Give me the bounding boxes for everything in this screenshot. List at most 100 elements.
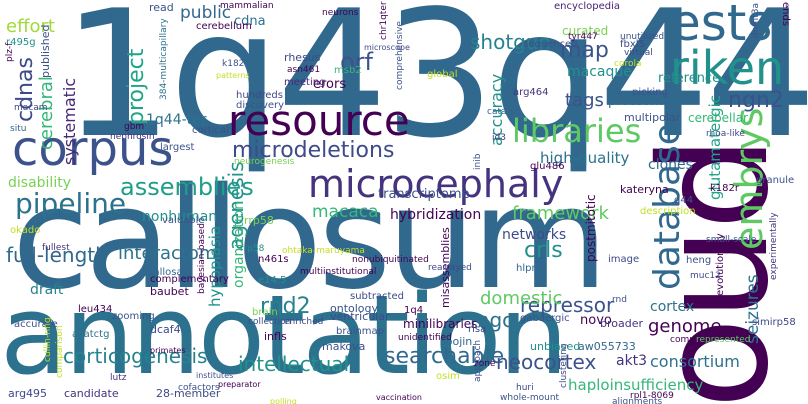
word-consortium: consortium xyxy=(650,352,740,371)
word-valuable: valuable xyxy=(162,215,205,226)
word-project: project xyxy=(124,48,149,125)
word-systematic: systematic xyxy=(60,77,79,165)
word-postmitotic: postmitotic xyxy=(584,194,598,262)
word-dcaf4: dcaf4 xyxy=(150,323,181,336)
word-largest: largest xyxy=(160,142,195,153)
word-rpl1806: rpl1-8069 xyxy=(630,391,674,401)
word-approach: approach xyxy=(473,339,483,382)
word-proteome: proteome xyxy=(608,94,671,109)
word-arg464: arg464 xyxy=(513,87,549,98)
word-makova: makova xyxy=(322,340,366,353)
word-mammalian: mammalian xyxy=(220,1,274,11)
word-interactome: interactome xyxy=(118,243,228,264)
word-ventricular: ventricular xyxy=(330,310,390,323)
word-akt3: akt3 xyxy=(616,353,648,369)
word-rnd2: rnd2 xyxy=(260,294,311,319)
word-rhoalike: rhoa-like xyxy=(706,129,745,139)
word-accurate: accurate xyxy=(14,319,58,330)
word-corpus: corpus xyxy=(12,121,174,177)
word-draft: draft xyxy=(30,282,64,298)
word-curated: curated xyxy=(562,24,609,38)
word-ngn2: ngn2 xyxy=(728,88,784,113)
word-zooming: zooming xyxy=(112,311,155,322)
word-cofactors: cofactors xyxy=(178,383,220,393)
word-brain: brain xyxy=(252,307,278,318)
word-osim: osim xyxy=(436,371,460,382)
word-picking: picking xyxy=(632,87,668,98)
word-leu434: leu434 xyxy=(78,304,113,315)
word-cortex: cortex xyxy=(650,299,695,315)
word-glu486: glu486 xyxy=(530,161,565,172)
word-e145: e14.5 xyxy=(258,275,287,286)
word-neurogenesis: neurogenesis xyxy=(234,157,295,167)
word-domestic: domestic xyxy=(480,288,563,309)
word-wholemount: whole-mount xyxy=(500,393,560,403)
word-aw055733: aw055733 xyxy=(578,340,636,353)
word-preparator: preparator xyxy=(218,380,261,389)
word-microscope: microscope xyxy=(364,43,410,52)
word-cerebral: cerebral xyxy=(36,76,57,150)
word-chrlqter: chr1qter xyxy=(379,1,389,40)
word-comprise: comprise xyxy=(670,335,712,345)
word-rnd: rnd xyxy=(612,295,627,305)
word-soojin: soojin xyxy=(440,335,473,348)
word-effort: effort xyxy=(6,16,55,37)
word-global: global xyxy=(427,69,458,80)
word-institutes: institutes xyxy=(196,371,234,380)
word-k182r: k182r xyxy=(710,183,739,194)
word-image: image xyxy=(608,254,640,265)
word-q44: q44 xyxy=(674,195,694,206)
word-published: published xyxy=(39,24,52,78)
word-nonubiq: nonubiquitinated xyxy=(352,255,429,265)
word-ests: ests xyxy=(670,0,773,52)
word-seizures: seizures xyxy=(743,274,763,344)
word-riken: riken xyxy=(670,41,785,95)
word-hundreds: hundreds xyxy=(236,90,283,101)
word-enriched: enriched xyxy=(284,317,324,327)
word-acatctg: acatctg xyxy=(72,329,110,340)
word-genome: genome xyxy=(648,316,722,337)
word-k182: k182 xyxy=(222,59,245,69)
word-hypoplasia: hypoplasia xyxy=(206,225,224,307)
word-situ: situ xyxy=(10,124,27,134)
word-1q4: 1q4 xyxy=(404,305,424,316)
word-huri: huri xyxy=(516,383,534,393)
word-orf: orf xyxy=(340,48,373,76)
word-erors: erors xyxy=(313,77,347,92)
word-public: public xyxy=(180,3,232,23)
word-nonhuman: nonhuman xyxy=(142,209,218,225)
word-pipeline: pipeline xyxy=(15,187,127,220)
word-macaque: macaque xyxy=(567,64,632,80)
word-description: description xyxy=(640,206,696,217)
word-framework: framework xyxy=(512,203,609,224)
word-okado: okado xyxy=(10,225,41,236)
word-minilibraries: minilibraries xyxy=(403,317,478,331)
word-cerebellar: cerebellar xyxy=(688,111,748,125)
word-microcephaly: microcephaly xyxy=(308,162,564,206)
word-neocortex: neocortex xyxy=(496,350,597,374)
word-1q44ter: 1q44-ter xyxy=(146,112,207,128)
word-fullest: fullest xyxy=(42,243,70,253)
word-assemblies: assemblies xyxy=(120,173,254,201)
word-patterns: patterns xyxy=(216,71,250,80)
word-multipolar: multipolar xyxy=(624,111,681,124)
word-intellectual: intellectual xyxy=(238,352,350,376)
word-infls: infls xyxy=(264,330,287,343)
word-asn461: asn461 xyxy=(287,65,321,75)
word-unutilized: unutilized xyxy=(620,32,665,42)
word-rhesus: rhesus xyxy=(284,51,321,64)
word-unbiased: unbiased xyxy=(530,340,581,353)
word-heng: heng xyxy=(686,255,712,266)
word-transcriptome: transcriptome xyxy=(378,187,470,202)
word-reference: reference xyxy=(658,71,721,86)
word-inib: inib xyxy=(473,153,483,170)
word-1q43q44: 1q43q44 xyxy=(62,0,808,177)
word-disability: disability xyxy=(8,175,71,191)
word-kateryna: kateryna xyxy=(620,183,669,196)
word-comparison: comparison xyxy=(55,325,65,378)
word-arg495: arg495 xyxy=(8,387,48,400)
word-rearrayed: rearrayed xyxy=(428,263,472,273)
word-networks: networks xyxy=(502,227,567,243)
word-simirp58: simirp58 xyxy=(752,317,796,328)
word-resource: resource xyxy=(228,96,410,145)
